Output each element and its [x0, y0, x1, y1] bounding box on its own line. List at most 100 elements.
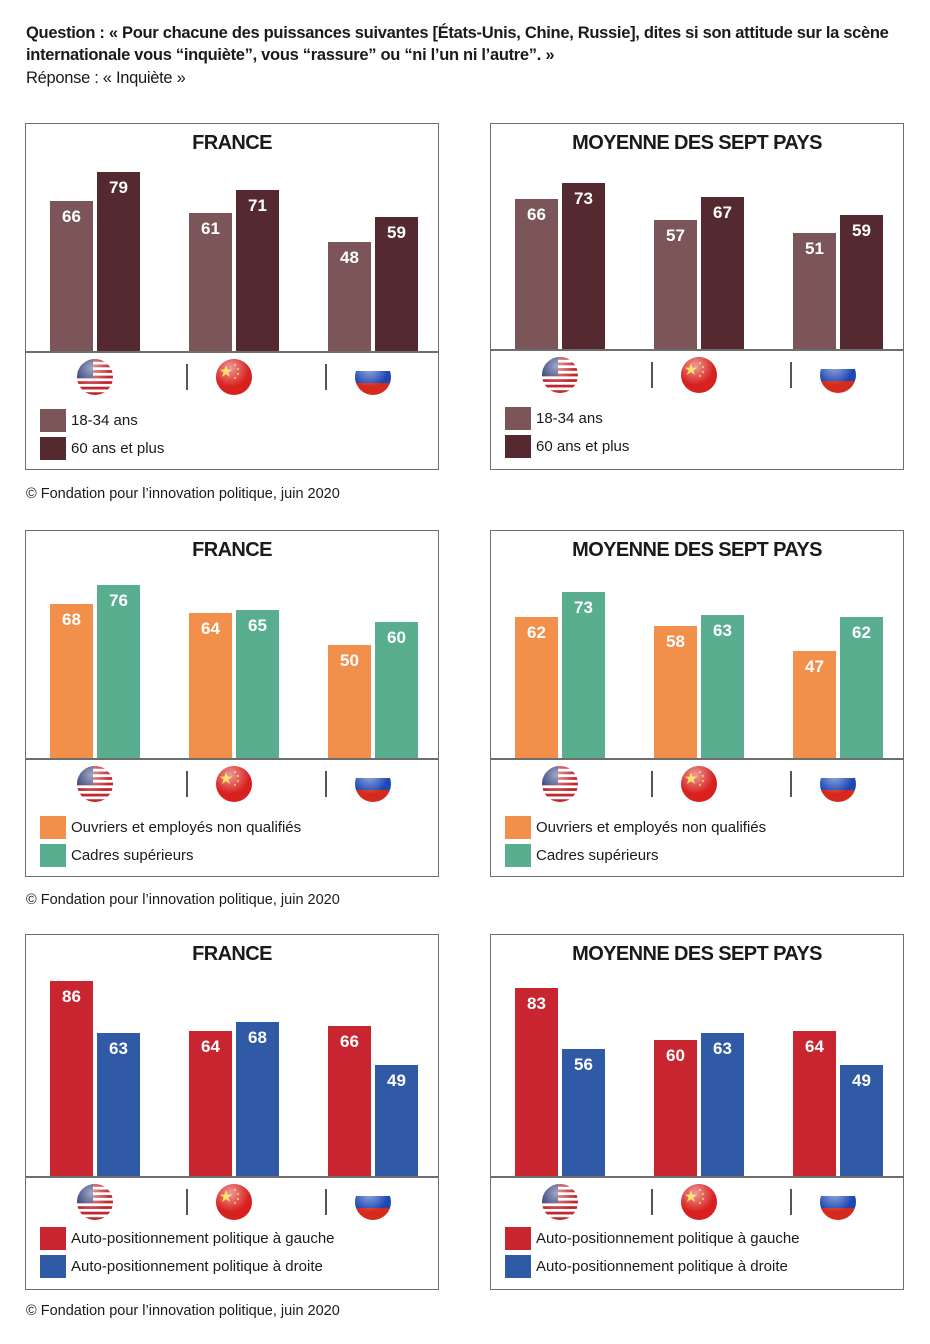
- legend-swatch: [40, 815, 66, 839]
- legend-item: Auto-positionnement politique à gauche: [40, 1226, 335, 1250]
- chart-panel: MOYENNE DES SEPT PAYS 83 56 60 63 64 49 Auto-po…: [490, 934, 904, 1290]
- legend-swatch: [505, 406, 531, 430]
- bar: 71: [236, 189, 279, 351]
- russia-flag-icon: [355, 1184, 391, 1220]
- chart-panel: FRANCE 68 76 64 65 50 60 Ouvriers et employés n…: [25, 530, 439, 877]
- category-separator: [186, 364, 188, 390]
- chart-title: FRANCE: [192, 943, 272, 965]
- bar: 66: [50, 201, 93, 351]
- chart-panel: FRANCE 86 63 64 68 66 49 Auto-positionnement po…: [25, 934, 439, 1290]
- category-separator: [325, 771, 327, 797]
- category-separator: [790, 771, 792, 797]
- bar-value-label: 83: [527, 993, 546, 1013]
- legend-item: Ouvriers et employés non qualifiés: [40, 815, 301, 839]
- legend-item: Auto-positionnement politique à droite: [40, 1254, 323, 1278]
- legend-label: 18-34 ans: [536, 409, 603, 427]
- bar: 57: [654, 219, 697, 349]
- bar-value-label: 68: [62, 609, 81, 629]
- bar-value-label: 63: [713, 620, 732, 640]
- bar: 60: [654, 1039, 697, 1176]
- bar: 59: [375, 217, 418, 351]
- bar: 63: [97, 1032, 140, 1176]
- bar-value-label: 66: [340, 1032, 359, 1052]
- us-flag-icon: [77, 766, 113, 802]
- bar-value-label: 50: [340, 650, 359, 670]
- chart-title: FRANCE: [192, 539, 272, 561]
- bar-value-label: 60: [666, 1045, 685, 1065]
- legend-label: Auto-positionnement politique à gauche: [71, 1229, 335, 1247]
- russia-flag-icon: [820, 1184, 856, 1220]
- legend-item: 60 ans et plus: [40, 436, 164, 460]
- russia-flag-icon: [355, 359, 391, 395]
- bar-value-label: 56: [574, 1054, 593, 1074]
- source-note: © Fondation pour l’innovation politique,…: [26, 486, 340, 502]
- bar: 66: [515, 199, 558, 349]
- legend-swatch: [40, 436, 66, 460]
- legend-swatch: [40, 408, 66, 432]
- chart-title: FRANCE: [192, 132, 272, 154]
- bar-value-label: 49: [387, 1070, 406, 1090]
- category-separator: [790, 1189, 792, 1215]
- bar: 49: [840, 1064, 883, 1176]
- legend-swatch: [505, 1254, 531, 1278]
- legend-swatch: [40, 1254, 66, 1278]
- bar: 61: [189, 212, 232, 351]
- bar-value-label: 86: [62, 986, 81, 1006]
- bar: 58: [654, 626, 697, 758]
- category-separator: [651, 771, 653, 797]
- legend-item: Auto-positionnement politique à droite: [505, 1254, 788, 1278]
- bar-value-label: 48: [340, 248, 359, 268]
- question-text: Question : « Pour chacune des puissances…: [26, 24, 889, 64]
- legend-swatch: [505, 843, 531, 867]
- bar: 62: [840, 617, 883, 758]
- china-flag-icon: [216, 766, 252, 802]
- us-flag-icon: [542, 357, 578, 393]
- legend-item: 18-34 ans: [40, 408, 138, 432]
- bar-value-label: 57: [666, 225, 685, 245]
- chart-panel: MOYENNE DES SEPT PAYS 66 73 57 67 51 59 18-34 a…: [490, 123, 904, 470]
- legend-item: 60 ans et plus: [505, 434, 629, 458]
- bar-value-label: 64: [805, 1036, 824, 1056]
- legend-swatch: [505, 434, 531, 458]
- legend-item: Ouvriers et employés non qualifiés: [505, 815, 766, 839]
- chart-baseline: [491, 349, 903, 351]
- bar-value-label: 66: [527, 205, 546, 225]
- legend-label: Cadres supérieurs: [71, 846, 194, 864]
- category-separator: [651, 1189, 653, 1215]
- legend-label: Auto-positionnement politique à droite: [536, 1257, 788, 1275]
- legend-label: Ouvriers et employés non qualifiés: [71, 818, 302, 836]
- bar: 68: [50, 603, 93, 758]
- bar-value-label: 59: [852, 221, 871, 241]
- bar-value-label: 62: [527, 623, 546, 643]
- legend-label: Auto-positionnement politique à gauche: [536, 1229, 800, 1247]
- bar-value-label: 67: [713, 202, 732, 222]
- china-flag-icon: [216, 359, 252, 395]
- category-separator: [651, 362, 653, 388]
- source-note: © Fondation pour l’innovation politique,…: [26, 892, 340, 908]
- bar: 65: [236, 610, 279, 758]
- russia-flag-icon: [355, 766, 391, 802]
- bar-value-label: 65: [248, 616, 267, 636]
- legend-item: Cadres supérieurs: [505, 843, 659, 867]
- category-separator: [325, 1189, 327, 1215]
- russia-flag-icon: [820, 766, 856, 802]
- bar: 73: [562, 592, 605, 758]
- bar: 60: [375, 621, 418, 758]
- bar-value-label: 64: [201, 618, 220, 638]
- bar-value-label: 63: [109, 1038, 128, 1058]
- chart-title: MOYENNE DES SEPT PAYS: [572, 132, 822, 154]
- legend-label: 60 ans et plus: [71, 439, 165, 457]
- bar: 86: [50, 980, 93, 1176]
- legend-item: 18-34 ans: [505, 406, 603, 430]
- bar: 63: [701, 614, 744, 758]
- legend-item: Auto-positionnement politique à gauche: [505, 1226, 800, 1250]
- bar: 49: [375, 1064, 418, 1176]
- bar: 50: [328, 644, 371, 758]
- bar: 51: [793, 233, 836, 349]
- bar: 66: [328, 1026, 371, 1176]
- bar-value-label: 49: [852, 1070, 871, 1090]
- bar-value-label: 71: [248, 195, 267, 215]
- chart-baseline: [26, 758, 438, 760]
- bar: 62: [515, 617, 558, 758]
- source-note: © Fondation pour l’innovation politique,…: [26, 1303, 340, 1319]
